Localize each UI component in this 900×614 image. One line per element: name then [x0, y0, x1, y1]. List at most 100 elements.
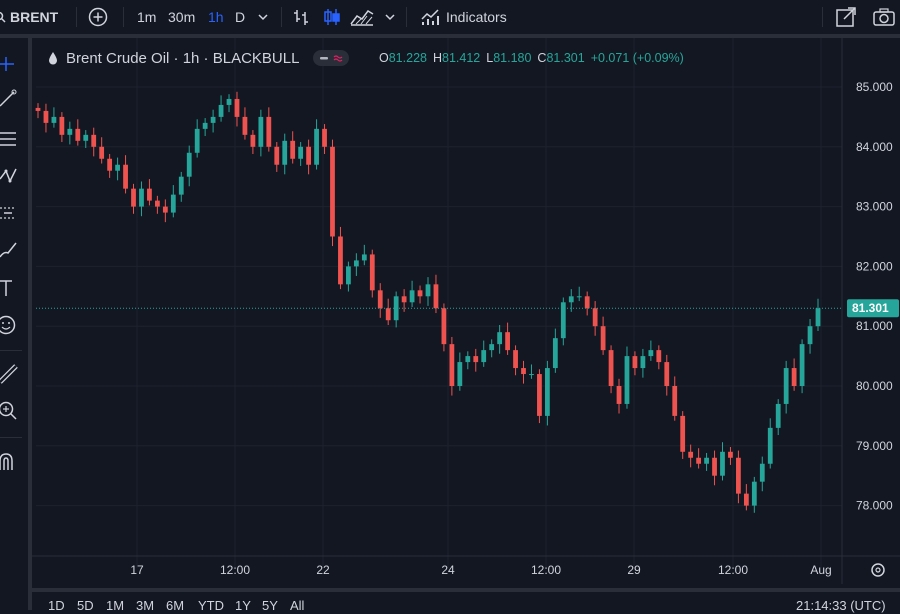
open-value: 81.228 — [388, 51, 427, 65]
candle-body — [505, 332, 510, 351]
candle-body — [465, 356, 471, 363]
candle-body — [537, 374, 542, 416]
text-icon[interactable] — [0, 277, 22, 299]
crosshair-icon[interactable] — [0, 53, 22, 75]
range-1m[interactable]: 1M — [106, 598, 125, 613]
interval-30m[interactable]: 30m — [168, 9, 196, 25]
candle-body — [218, 104, 224, 117]
compare-button[interactable] — [88, 0, 108, 34]
pattern-icon[interactable] — [0, 165, 22, 187]
brush-icon[interactable] — [0, 239, 22, 261]
add-circle-icon — [88, 7, 108, 27]
time-tick-label: 29 — [627, 563, 641, 577]
candle-body — [552, 338, 558, 369]
interval-1h[interactable]: 1h — [208, 9, 224, 25]
candle-body — [473, 356, 479, 363]
candle-body — [83, 134, 89, 141]
price-chart[interactable]: 85.000 84.000 83.000 82.000 81.000 80.000 79.0… — [32, 38, 900, 584]
area-style-button[interactable] — [349, 0, 375, 34]
range-5d[interactable]: 5D — [77, 598, 94, 613]
time-tick-label: 17 — [130, 563, 144, 577]
low-key: L — [486, 51, 494, 65]
candle-body — [369, 254, 375, 291]
indicators-label: Indicators — [446, 9, 507, 25]
divider — [0, 437, 22, 438]
bar-style-button[interactable] — [291, 0, 311, 34]
area-chart-icon — [350, 10, 374, 26]
indicators-icon — [421, 9, 439, 25]
candle-body — [67, 128, 73, 135]
candle-body — [250, 134, 256, 147]
candle-body — [99, 146, 105, 159]
candle-body — [139, 188, 144, 207]
candle-body — [226, 98, 232, 105]
candle-body — [616, 386, 622, 404]
candle-body — [59, 116, 65, 135]
range-1y[interactable]: 1Y — [235, 598, 251, 613]
projection-icon[interactable] — [0, 202, 22, 224]
candle-body — [202, 122, 208, 129]
range-5y[interactable]: 5Y — [262, 598, 278, 613]
candle-style-button[interactable] — [322, 0, 342, 34]
candle-body — [131, 188, 136, 207]
close-value: 81.301 — [546, 51, 585, 65]
utc-clock[interactable]: 21:14:33 (UTC) — [796, 598, 886, 613]
candle-body — [608, 350, 614, 386]
range-6m[interactable]: 6M — [166, 598, 185, 613]
fib-levels-icon[interactable] — [0, 128, 22, 150]
candle-body — [170, 194, 176, 213]
candle-body — [791, 368, 797, 386]
candle-body — [712, 457, 717, 476]
high-value: 81.412 — [442, 51, 481, 65]
candle-body — [728, 451, 733, 458]
interval-dropdown[interactable] — [257, 0, 269, 34]
candle-body — [672, 386, 678, 416]
sell-buy-toggle[interactable] — [313, 50, 350, 66]
candle-body — [680, 415, 686, 452]
candle-body — [385, 308, 391, 321]
candle-body — [704, 457, 709, 464]
symbol-label: BRENT — [10, 9, 59, 25]
candle-body — [266, 116, 272, 147]
zoom-in-icon[interactable] — [0, 400, 22, 422]
candle-body — [298, 146, 304, 159]
range-ytd[interactable]: YTD — [198, 598, 224, 613]
indicators-button[interactable]: Indicators — [420, 0, 507, 34]
emoji-icon[interactable] — [0, 314, 22, 336]
candle-body — [783, 368, 789, 404]
candle-body — [815, 308, 821, 327]
candle-body — [696, 457, 701, 464]
candle-body — [497, 332, 503, 345]
candle-body — [568, 296, 574, 303]
candle-body — [457, 362, 463, 386]
time-tick-label: 12:00 — [531, 563, 561, 577]
low-value: 81.180 — [493, 51, 532, 65]
magnet-icon[interactable] — [0, 452, 22, 474]
candle-body — [632, 356, 638, 369]
chart-type-dropdown[interactable] — [384, 0, 396, 34]
candle-body — [743, 493, 749, 506]
candle-body — [353, 260, 359, 267]
candle-body — [178, 176, 184, 195]
price-tick-label: 79.000 — [856, 439, 893, 453]
snapshot-button[interactable] — [872, 0, 896, 34]
range-all[interactable]: All — [290, 598, 305, 613]
candle-body — [186, 152, 192, 177]
price-tick-label: 82.000 — [856, 259, 893, 273]
candle-body — [624, 356, 630, 404]
trend-line-icon[interactable] — [0, 88, 22, 110]
chart-area[interactable]: 85.000 84.000 83.000 82.000 81.000 80.000 79.0… — [32, 38, 900, 584]
interval-1m[interactable]: 1m — [137, 9, 157, 25]
search-icon — [0, 11, 6, 23]
open-external-icon — [836, 7, 856, 27]
bottom-toolbar: 1D 5D 1M 3M 6M YTD 1Y 5Y All 21:14:33 (U… — [32, 588, 900, 614]
fullscreen-button[interactable] — [835, 0, 857, 34]
candle-body — [441, 308, 447, 345]
range-1d[interactable]: 1D — [48, 598, 65, 613]
symbol-search[interactable]: BRENT — [0, 0, 58, 34]
candle-body — [361, 254, 367, 261]
gear-icon[interactable] — [871, 563, 885, 577]
range-3m[interactable]: 3M — [136, 598, 155, 613]
ruler-icon[interactable] — [0, 363, 22, 385]
interval-d[interactable]: D — [235, 9, 246, 25]
